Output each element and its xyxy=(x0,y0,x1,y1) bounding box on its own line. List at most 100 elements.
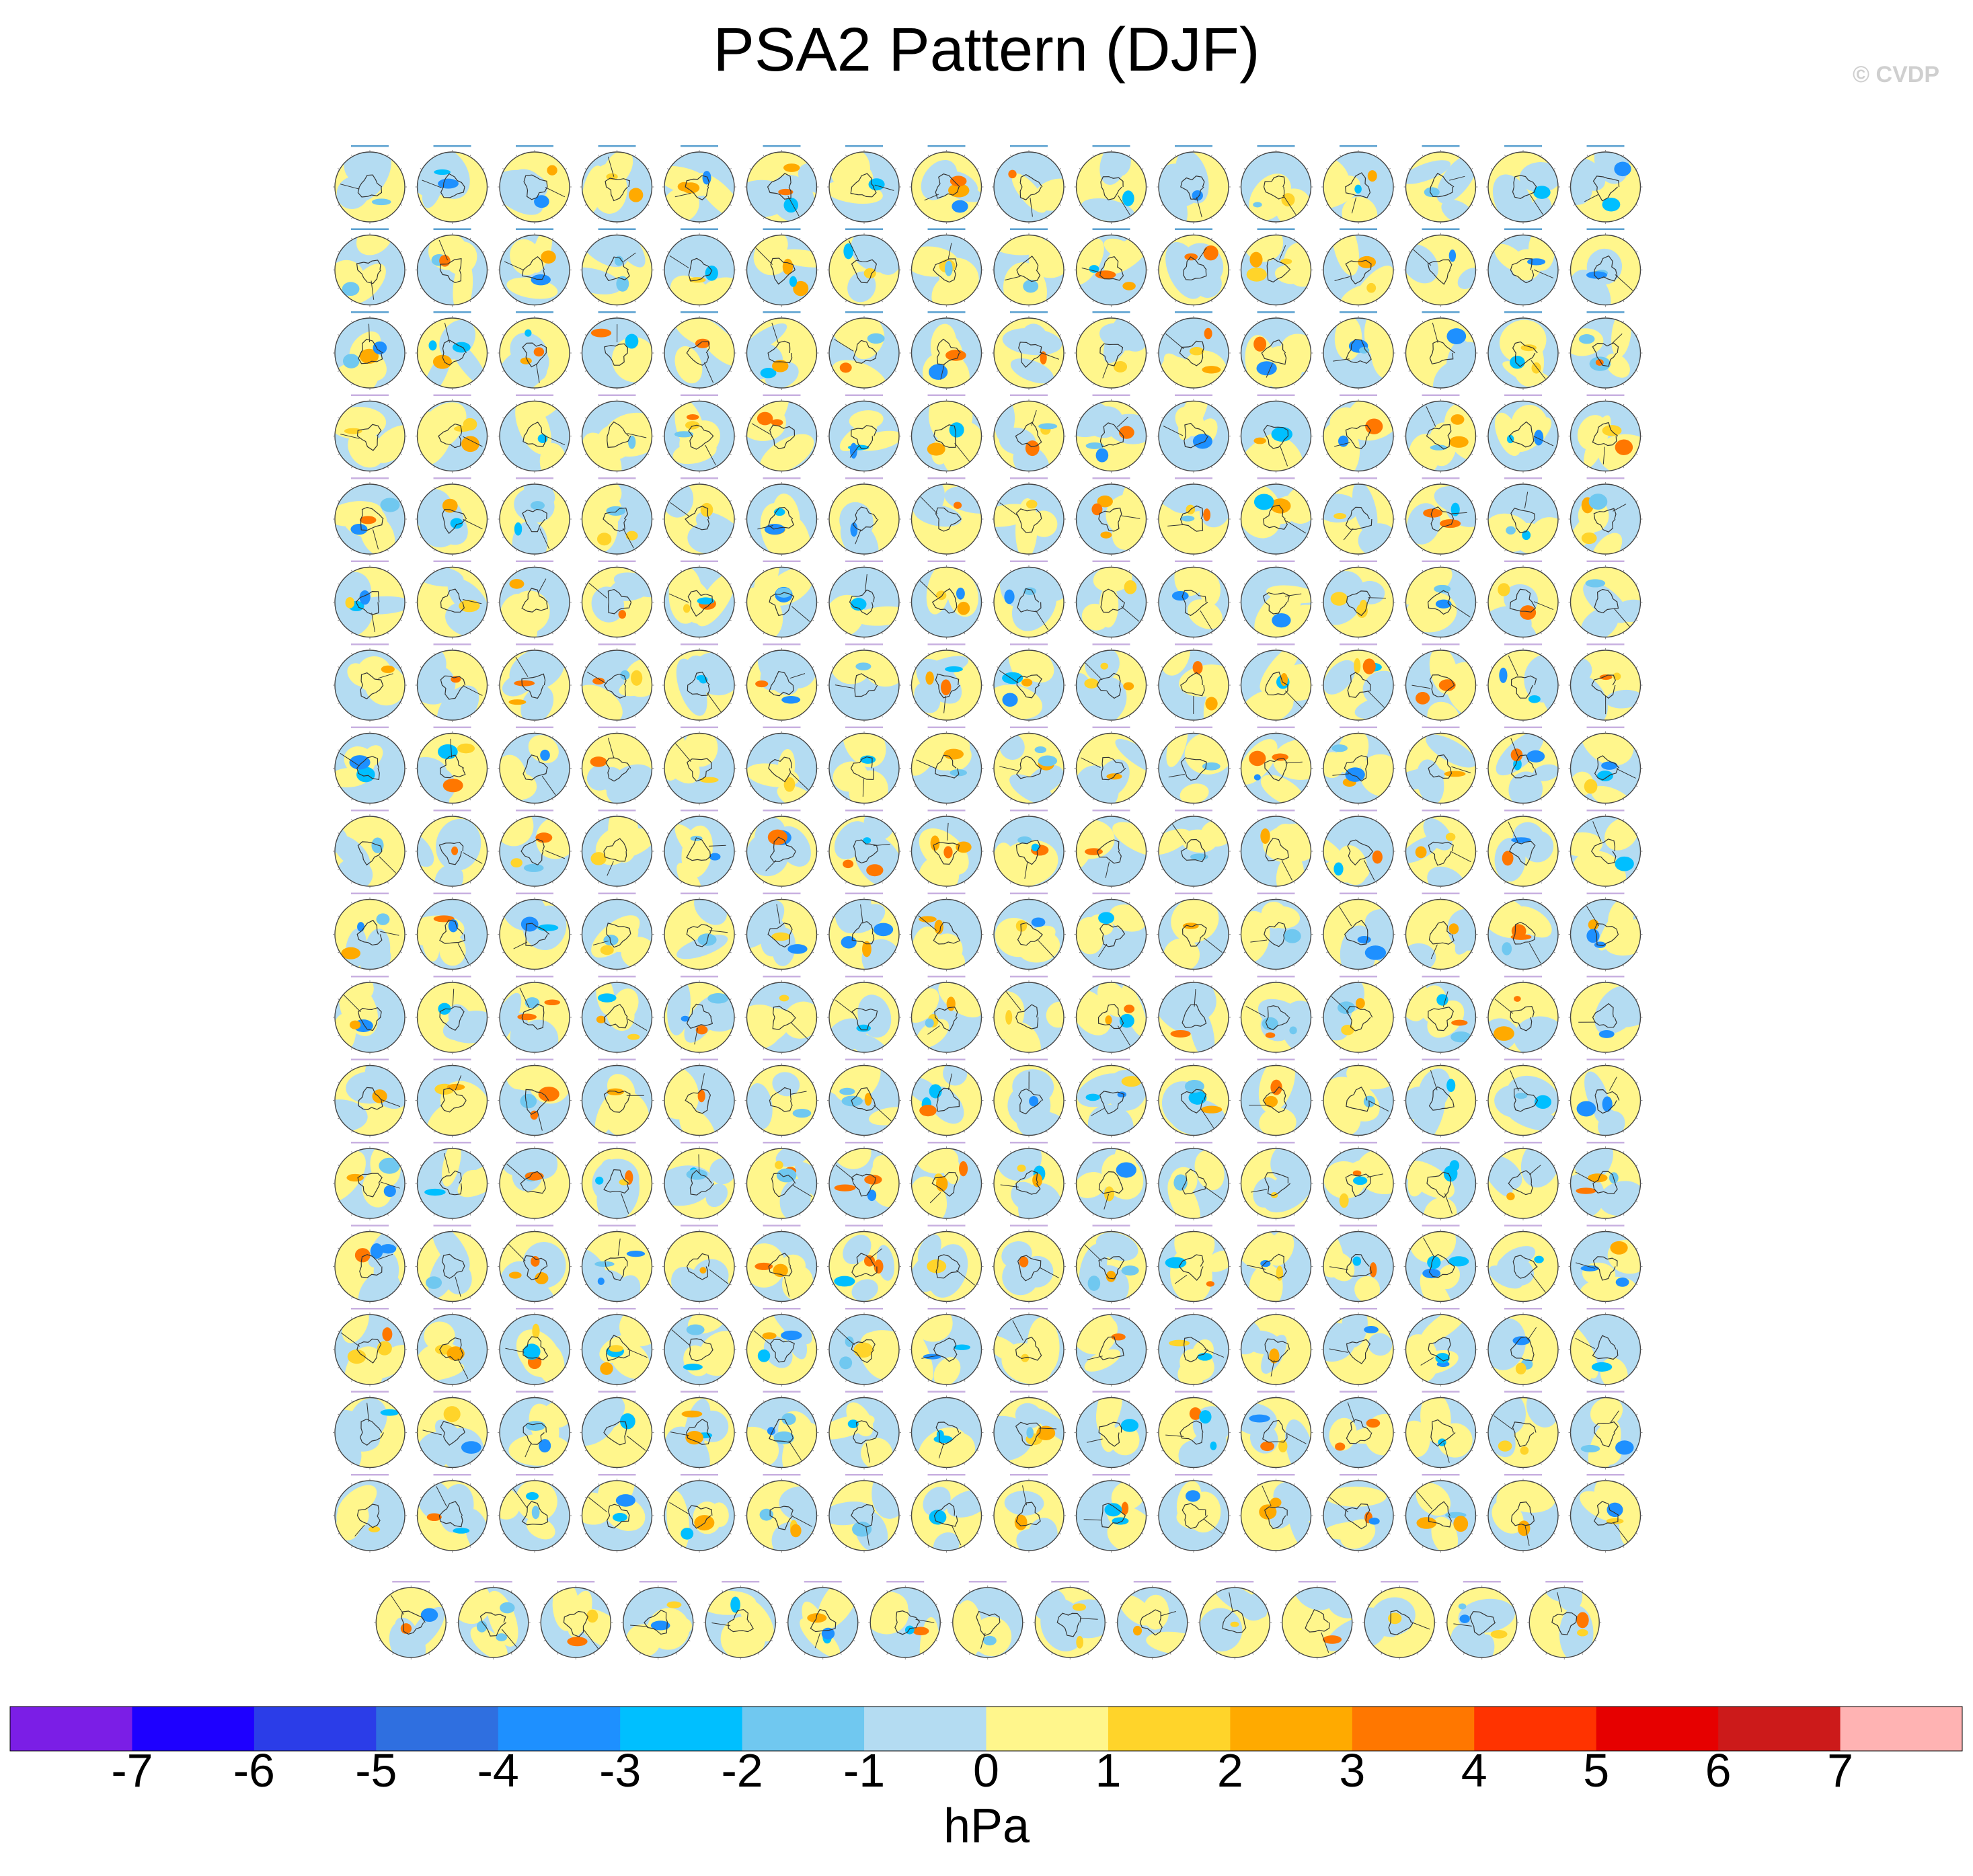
polar-map-panel xyxy=(744,1474,819,1553)
polar-map-panel xyxy=(992,976,1066,1054)
polar-map-panel xyxy=(992,228,1066,307)
polar-map-panel xyxy=(1074,1058,1149,1138)
polar-map-panel xyxy=(1486,810,1560,888)
colorbar-tick-label: -7 xyxy=(111,1744,153,1797)
polar-map-panel xyxy=(415,1308,490,1386)
polar-map-panel xyxy=(1568,976,1643,1054)
polar-map-panel xyxy=(1403,810,1478,888)
polar-map-panel xyxy=(1239,1308,1313,1386)
polar-map-panel xyxy=(333,1391,407,1470)
polar-map-panel xyxy=(662,1391,736,1470)
polar-map-panel xyxy=(1157,1391,1231,1470)
polar-map-panel xyxy=(992,1474,1066,1553)
polar-map-panel xyxy=(1568,477,1643,556)
polar-map-panel xyxy=(1157,145,1231,224)
polar-map-panel xyxy=(1486,1391,1560,1470)
polar-map-panel xyxy=(374,1581,449,1659)
polar-map-panel xyxy=(1321,892,1395,972)
polar-map-panel xyxy=(1321,1391,1395,1470)
polar-map-panel xyxy=(1403,311,1478,390)
polar-map-panel xyxy=(992,1391,1066,1470)
polar-map-panel xyxy=(1157,1474,1231,1553)
polar-map-panel xyxy=(1486,1224,1560,1304)
polar-map-panel xyxy=(1568,560,1643,639)
polar-map-panel xyxy=(1239,311,1313,390)
polar-map-panel xyxy=(909,892,984,972)
polar-map-panel xyxy=(498,1142,572,1220)
polar-map-panel xyxy=(498,145,572,224)
polar-map-panel xyxy=(415,145,490,224)
polar-map-panel xyxy=(1321,560,1395,639)
colorbar-unit-label: hPa xyxy=(943,1799,1030,1853)
polar-map-panel xyxy=(662,311,736,390)
polar-map-panel xyxy=(580,1474,654,1553)
polar-map-panel xyxy=(1568,810,1643,888)
polar-map-panel xyxy=(333,1474,407,1553)
colorbar-tick-label: -3 xyxy=(599,1744,641,1797)
colorbar-swatch xyxy=(1596,1707,1719,1751)
polar-map-panel xyxy=(992,810,1066,888)
polar-map-panel xyxy=(1239,228,1313,307)
polar-map-panel xyxy=(415,311,490,390)
polar-map-panel xyxy=(415,726,490,806)
polar-map-panel xyxy=(498,1391,572,1470)
polar-map-panel xyxy=(1239,1058,1313,1138)
polar-map-panel xyxy=(498,394,572,473)
colorbar-tick-label: 7 xyxy=(1827,1744,1853,1797)
polar-map-panel xyxy=(415,228,490,307)
colorbar-tick-label: 5 xyxy=(1583,1744,1609,1797)
polar-map-panel xyxy=(1403,1142,1478,1220)
polar-map-panel xyxy=(827,726,901,806)
polar-map-panel xyxy=(1486,1474,1560,1553)
polar-map-panel xyxy=(415,1224,490,1304)
polar-map-panel xyxy=(1486,726,1560,806)
polar-map-panel xyxy=(415,892,490,972)
polar-map-panel xyxy=(580,311,654,390)
polar-map-panel xyxy=(827,1142,901,1220)
polar-map-panel xyxy=(909,560,984,639)
polar-map-panel xyxy=(827,1224,901,1304)
polar-map-panel xyxy=(415,560,490,639)
polar-map-panel xyxy=(1568,145,1643,224)
polar-map-panel xyxy=(415,1391,490,1470)
polar-map-panel xyxy=(992,1058,1066,1138)
colorbar-swatch xyxy=(1108,1707,1231,1751)
polar-map-panel xyxy=(1568,1224,1643,1304)
polar-map-panel xyxy=(744,228,819,307)
colorbar-swatch xyxy=(1230,1707,1353,1751)
polar-map-panel xyxy=(580,892,654,972)
polar-map-panel xyxy=(1157,394,1231,473)
polar-map-panel xyxy=(992,145,1066,224)
polar-map-panel xyxy=(909,477,984,556)
polar-map-panel xyxy=(1321,810,1395,888)
polar-map-panel xyxy=(333,145,407,224)
polar-map-panel xyxy=(1074,892,1149,972)
polar-map-panel xyxy=(1157,1058,1231,1138)
polar-map-panel xyxy=(1074,726,1149,806)
colorbar-tick-label: -1 xyxy=(843,1744,885,1797)
polar-map-panel xyxy=(1157,1224,1231,1304)
polar-map-panel xyxy=(415,643,490,722)
polar-map-panel xyxy=(662,1058,736,1138)
polar-map-panel xyxy=(827,1474,901,1553)
polar-map-panel xyxy=(1239,560,1313,639)
polar-map-panel xyxy=(539,1581,613,1659)
polar-map-panel xyxy=(703,1581,778,1659)
polar-map-panel xyxy=(662,1224,736,1304)
polar-map-panel xyxy=(1568,1391,1643,1470)
colorbar-tick-label: -5 xyxy=(355,1744,397,1797)
polar-map-panel xyxy=(909,726,984,806)
polar-map-panel xyxy=(1074,560,1149,639)
polar-map-panel xyxy=(827,477,901,556)
polar-map-panel xyxy=(498,643,572,722)
polar-map-panel xyxy=(909,1391,984,1470)
polar-map-panel xyxy=(992,1224,1066,1304)
polar-map-panel xyxy=(1321,1474,1395,1553)
polar-map-panel xyxy=(1486,145,1560,224)
polar-map-panel xyxy=(1321,1142,1395,1220)
polar-map-panel xyxy=(498,892,572,972)
polar-map-panel xyxy=(1239,1142,1313,1220)
polar-map-panel xyxy=(1074,1142,1149,1220)
colorbar-swatch xyxy=(1352,1707,1475,1751)
